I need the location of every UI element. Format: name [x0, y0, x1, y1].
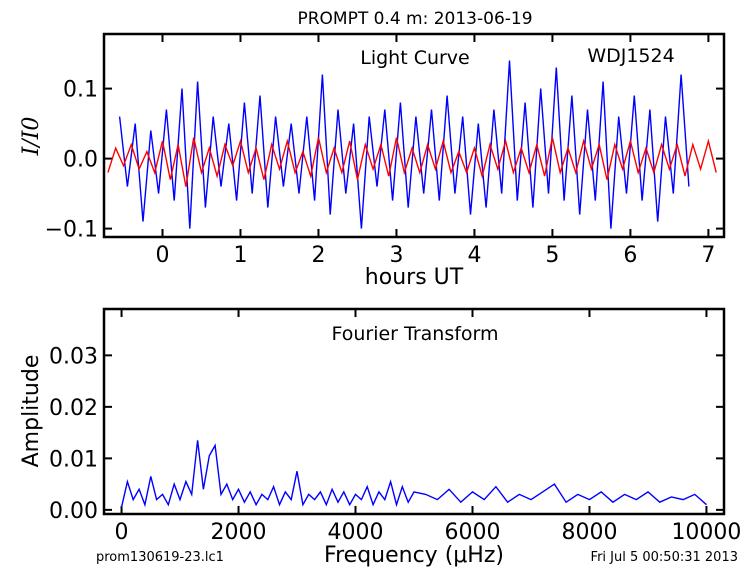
generation-timestamp: Fri Jul 5 00:50:31 2013 — [591, 550, 738, 565]
light-curve-frame — [102, 32, 726, 239]
light-curve-title: Light Curve — [360, 47, 470, 69]
ft-xtick-label: 6000 — [444, 520, 500, 545]
source-filename: prom130619-23.lc1 — [96, 550, 224, 565]
lc-ytick-label: 0.1 — [63, 78, 98, 103]
light-curve-ylabel: I/I0 — [19, 117, 44, 157]
fourier-panel: 0 2000 4000 6000 8000 10000 0.00 0.01 0.02 0.03 F… — [19, 307, 741, 568]
ft-ytick-label: 0.00 — [49, 499, 98, 524]
lc-ytick-label: −0.1 — [45, 218, 98, 243]
ft-xtick-label: 10000 — [671, 520, 741, 545]
light-curve-ticks: 0 1 2 3 4 5 6 7 −0.1 0.0 0.1 — [45, 34, 724, 268]
light-curve-series — [107, 60, 717, 229]
lc-xtick-label: 1 — [233, 243, 247, 268]
ft-xtick-label: 0 — [115, 520, 129, 545]
lc-xtick-label: 4 — [467, 243, 481, 268]
lc-xtick-label: 3 — [389, 243, 403, 268]
fourier-xlabel: Frequency (μHz) — [324, 543, 504, 568]
fourier-ylabel: Amplitude — [19, 355, 44, 468]
lc-ytick-label: 0.0 — [63, 148, 98, 173]
ft-xtick-label: 2000 — [211, 520, 267, 545]
fourier-series — [120, 440, 707, 508]
ft-ytick-label: 0.02 — [49, 396, 98, 421]
fourier-ticks: 0 2000 4000 6000 8000 10000 0.00 0.01 0.02 0.03 — [49, 309, 741, 545]
lc-series-0-line — [118, 60, 690, 229]
ft-ytick-label: 0.03 — [49, 344, 98, 369]
ft-ytick-label: 0.01 — [49, 447, 98, 472]
ft-xtick-label: 8000 — [561, 520, 617, 545]
lc-series-1-line — [107, 137, 717, 187]
ft-series-0-line — [120, 440, 707, 508]
lc-xtick-label: 6 — [623, 243, 637, 268]
lc-xtick-label: 5 — [545, 243, 559, 268]
lc-xtick-label: 7 — [701, 243, 715, 268]
lc-xtick-label: 0 — [155, 243, 169, 268]
object-label: WDJ1524 — [587, 45, 674, 67]
figure-title: PROMPT 0.4 m: 2013-06-19 — [297, 9, 532, 29]
lc-xtick-label: 2 — [311, 243, 325, 268]
fourier-frame — [102, 307, 726, 516]
light-curve-xlabel: hours UT — [365, 265, 464, 290]
light-curve-panel: 0 1 2 3 4 5 6 7 −0.1 0.0 0.1 Light Curve WDJ1524 h… — [19, 32, 726, 290]
fourier-title: Fourier Transform — [331, 323, 498, 345]
ft-xtick-label: 4000 — [328, 520, 384, 545]
